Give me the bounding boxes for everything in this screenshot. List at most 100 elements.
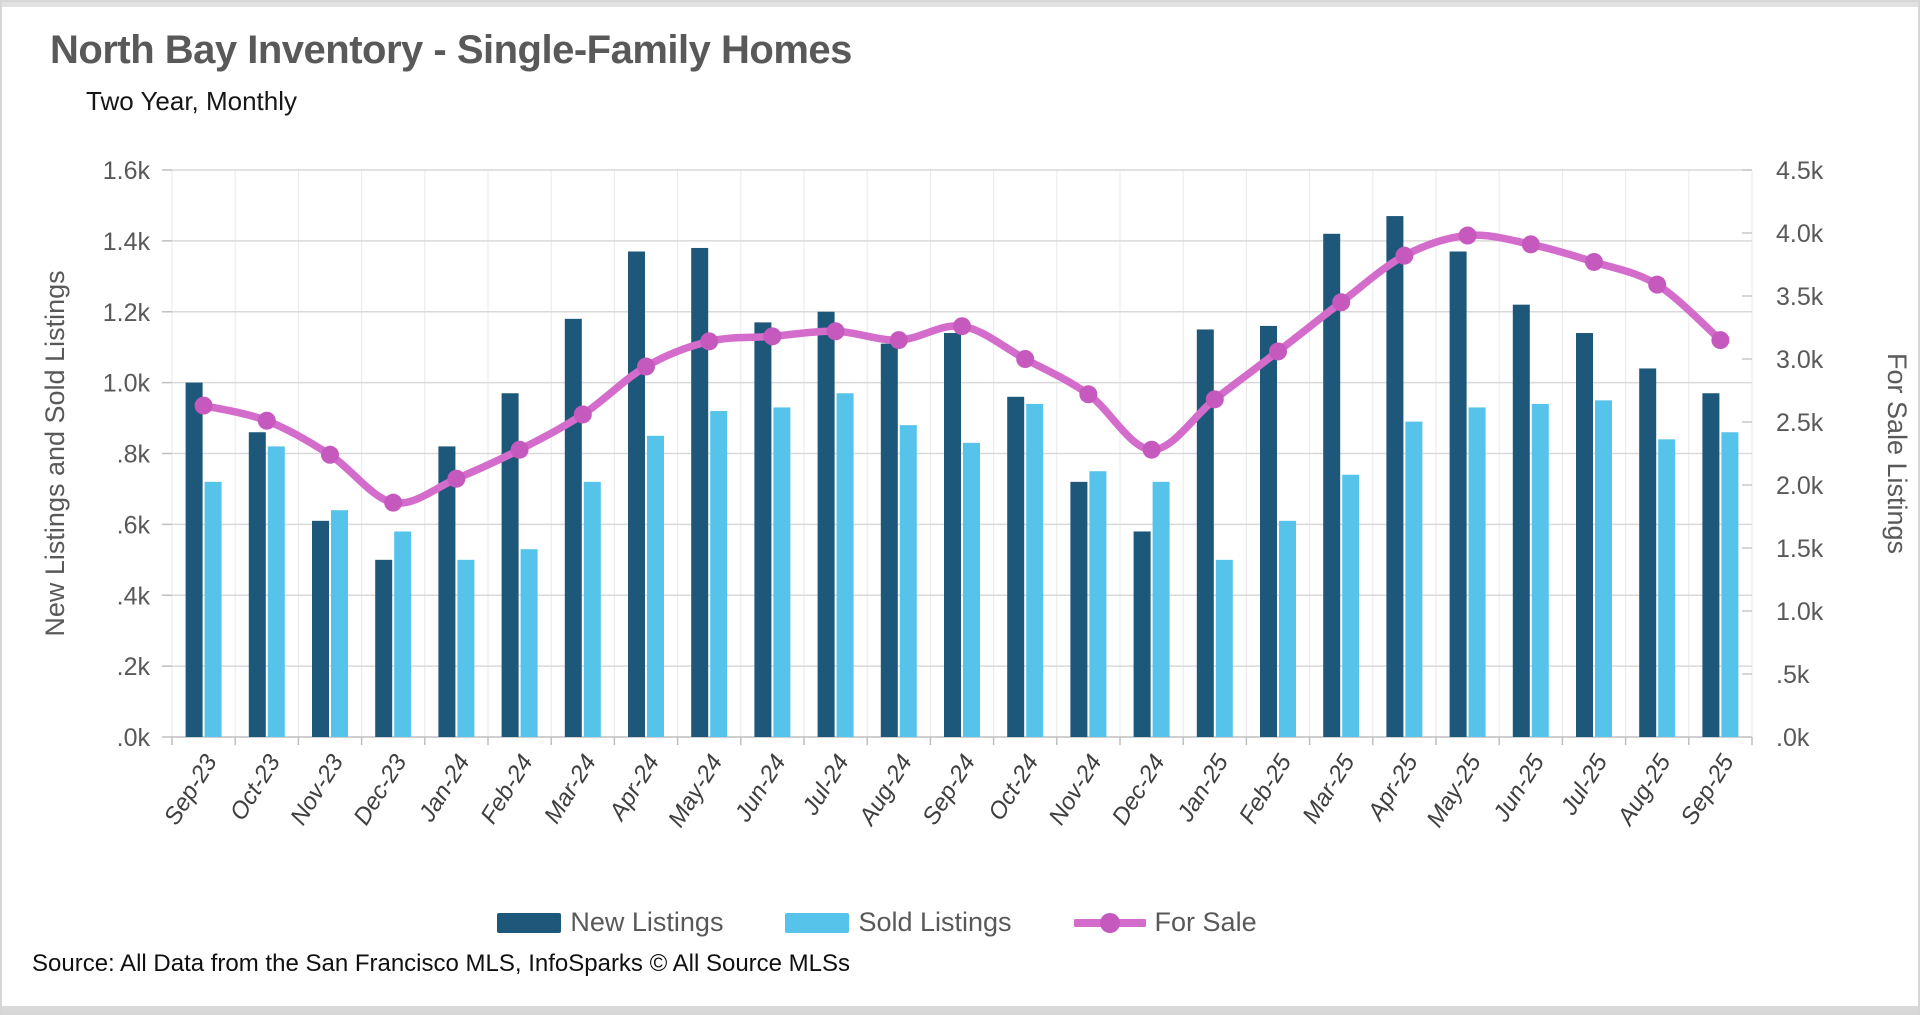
bar-new-listings-Mar-25 [1323,233,1341,737]
right-axis-tick-label: 2.5k [1776,409,1824,437]
bar-new-listings-Feb-24 [501,393,519,737]
bar-new-listings-Sep-24 [944,333,961,737]
x-axis-label: Jun-24 [729,750,791,827]
right-axis-tick-label: .0k [1776,724,1810,752]
bar-sold-listings-Apr-25 [1405,421,1423,737]
bar-new-listings-Dec-23 [375,559,393,737]
bar-new-listings-May-24 [691,247,709,737]
bar-new-listings-Aug-25 [1639,368,1657,737]
x-axis-label: Mar-25 [1297,749,1360,828]
window-edge-top [2,2,1918,7]
x-axis-label: Sep-25 [1676,749,1740,829]
right-axis-tick-label: 3.0k [1776,346,1824,374]
bar-sold-listings-Jun-25 [1531,403,1549,737]
for-sale-marker-Aug-25 [1648,275,1667,294]
bar-new-listings-Oct-23 [248,432,266,737]
legend-label: For Sale [1154,907,1257,937]
for-sale-line-icon [1073,912,1146,933]
x-axis-label: Feb-25 [1234,749,1298,828]
for-sale-marker-Aug-24 [889,331,908,350]
x-axis-label: Jun-25 [1488,749,1551,827]
x-axis-label: Apr-25 [1362,749,1424,826]
bar-new-listings-Jul-24 [817,311,835,737]
bar-sold-listings-Sep-25 [1721,432,1739,737]
bar-sold-listings-Dec-23 [394,531,412,737]
for-sale-marker-Feb-25 [1269,342,1287,361]
bar-sold-listings-Oct-24 [1026,403,1044,737]
legend-item-new-listings: New Listings [497,907,723,938]
bar-sold-listings-Oct-23 [267,446,285,737]
left-axis-tick-label: .4k [117,582,151,610]
x-axis-label: Sep-24 [917,750,981,830]
bar-sold-listings-Feb-24 [520,549,538,737]
for-sale-marker-Mar-24 [573,405,592,424]
bar-sold-listings-Apr-24 [647,435,664,737]
left-axis-title: New Listings and Sold Listings [40,270,70,636]
left-axis-tick-label: 1.0k [103,370,151,398]
legend-item-sold-listings: Sold Listings [785,907,1012,938]
bar-sold-listings-Jun-24 [773,407,791,737]
source-note: Source: All Data from the San Francisco … [32,950,851,977]
for-sale-marker-Jun-25 [1521,235,1540,254]
right-axis-tick-label: 1.0k [1776,598,1824,626]
x-axis-label: Aug-25 [1611,749,1676,831]
x-axis-label: Nov-24 [1044,750,1108,830]
for-sale-marker-Feb-24 [510,440,529,459]
for-sale-marker-Dec-24 [1142,440,1161,459]
x-axis-label: Jul-24 [797,750,855,821]
x-axis-label: Nov-23 [285,749,349,829]
bar-sold-listings-Sep-23 [204,481,222,737]
for-sale-marker-Nov-23 [321,445,339,464]
for-sale-marker-Jul-24 [826,322,845,341]
left-axis-tick-label: .2k [117,653,151,681]
chart-legend: New Listings Sold Listings For Sale [2,907,1752,938]
bar-sold-listings-Nov-23 [331,510,348,737]
for-sale-line [199,231,1725,507]
legend-label: New Listings [570,907,724,937]
bar-new-listings-Feb-25 [1260,325,1277,737]
bar-sold-listings-Jan-25 [1215,559,1233,737]
x-axis-label: May-25 [1421,749,1487,832]
for-sale-marker-Sep-25 [1711,331,1730,350]
new-listings-swatch-icon [497,912,562,933]
bar-new-listings-Jul-25 [1576,333,1593,737]
bar-new-listings-Dec-24 [1133,531,1151,737]
right-axis-tick-label: 4.5k [1776,157,1824,185]
bar-sold-listings-Mar-24 [583,481,601,737]
bar-sold-listings-Dec-24 [1152,481,1170,737]
bar-new-listings-Jun-25 [1512,304,1530,737]
right-axis-tick-label: 4.0k [1776,220,1824,248]
bar-new-listings-May-25 [1449,251,1467,737]
window-edge-bottom [2,1006,1918,1013]
x-axis-label: Oct-23 [225,749,286,825]
right-axis-tick-label: .5k [1776,661,1810,689]
x-axis-label: Jul-25 [1555,749,1613,820]
right-axis-tick-label: 2.0k [1776,472,1824,500]
bar-sold-listings-Nov-24 [1089,471,1107,737]
for-sale-marker-Oct-24 [1016,350,1035,368]
x-axis-label: Aug-24 [853,750,918,832]
bar-new-listings-Nov-24 [1070,481,1088,737]
bar-new-listings-Sep-23 [185,382,203,737]
left-axis-tick-label: .6k [117,511,151,539]
right-axis-tick-label: 1.5k [1776,535,1824,563]
bar-sold-listings-Jul-24 [836,393,854,737]
bar-sold-listings-Jul-25 [1595,400,1612,737]
left-axis-tick-label: .8k [117,441,151,469]
x-axis-label: May-24 [663,750,728,832]
bar-new-listings-Apr-24 [628,251,645,737]
for-sale-marker-Sep-23 [194,396,213,415]
x-axis-label: Jan-25 [1172,749,1235,827]
x-axis-label: Jan-24 [413,750,475,827]
x-axis-label: Dec-23 [348,749,412,829]
for-sale-marker-Dec-23 [384,493,403,512]
right-axis-tick-label: 3.5k [1776,283,1824,311]
bar-sold-listings-May-24 [710,410,728,737]
x-axis-label: Sep-23 [159,749,223,829]
bar-new-listings-Sep-25 [1702,393,1720,737]
page-title: North Bay Inventory - Single-Family Home… [50,28,852,72]
bar-new-listings-Mar-24 [564,318,582,737]
for-sale-marker-May-24 [700,332,719,351]
